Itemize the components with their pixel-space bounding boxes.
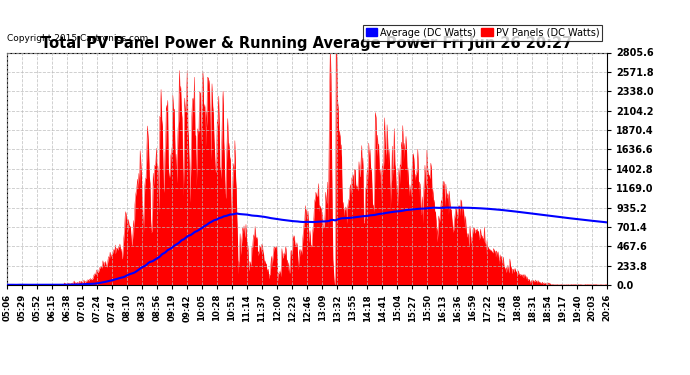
Legend: Average (DC Watts), PV Panels (DC Watts): Average (DC Watts), PV Panels (DC Watts)	[363, 25, 602, 40]
Title: Total PV Panel Power & Running Average Power Fri Jun 26 20:27: Total PV Panel Power & Running Average P…	[41, 36, 573, 51]
Text: Copyright 2015 Cartronics.com: Copyright 2015 Cartronics.com	[7, 34, 148, 43]
